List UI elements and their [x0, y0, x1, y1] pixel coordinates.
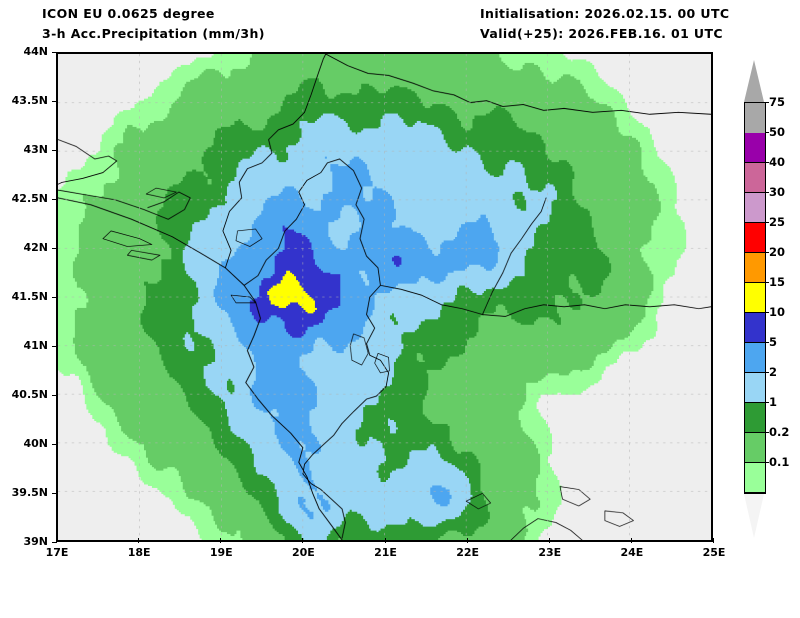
- colorbar-tick-mark: [765, 132, 769, 133]
- colorbar-tick-label: 10: [769, 305, 786, 319]
- x-axis-tick-label: 19E: [209, 546, 233, 559]
- y-axis-tick-label: 41N: [23, 339, 48, 352]
- x-axis-tick-mark: [466, 538, 468, 543]
- colorbar-tick-label: 40: [769, 155, 786, 169]
- map-plot-area: [56, 52, 713, 542]
- y-axis-tick-mark: [52, 248, 57, 249]
- y-axis-tick-mark: [52, 199, 57, 200]
- colorbar-tick-label: 2: [769, 365, 778, 379]
- x-axis-tick-label: 18E: [127, 546, 151, 559]
- colorbar-tick-label: 0.1: [769, 455, 790, 469]
- colorbar-segment: [745, 253, 765, 283]
- x-axis-tick-label: 23E: [538, 546, 562, 559]
- x-axis-tick-label: 21E: [374, 546, 397, 559]
- colorbar-segment: [745, 463, 765, 493]
- y-axis-tick-mark: [52, 346, 57, 347]
- y-axis-tick-mark: [52, 297, 57, 298]
- colorbar-segment: [745, 133, 765, 163]
- x-axis-tick-mark: [138, 538, 140, 543]
- x-axis-tick-mark: [630, 538, 632, 543]
- colorbar-tick-label: 20: [769, 245, 786, 259]
- colorbar-tick-mark: [765, 222, 769, 223]
- y-axis-tick-label: 39.5N: [11, 486, 48, 499]
- colorbar-body: [744, 102, 766, 494]
- initialisation-time: Initialisation: 2026.02.15. 00 UTC: [480, 6, 730, 21]
- colorbar-over-arrow: [744, 60, 764, 102]
- y-axis-tick-mark: [52, 542, 57, 543]
- colorbar-tick-label: 1: [769, 395, 778, 409]
- y-axis-tick-label: 43N: [23, 143, 48, 156]
- colorbar-tick-mark: [765, 462, 769, 463]
- colorbar-under-arrow: [744, 494, 764, 538]
- colorbar-segment: [745, 313, 765, 343]
- colorbar: 0.1 0.2 1 2 5 10 15 20 25 30 40 50 75: [736, 60, 798, 540]
- colorbar-tick-label: 50: [769, 125, 786, 139]
- colorbar-segment: [745, 163, 765, 193]
- x-axis-tick-mark: [302, 538, 304, 543]
- x-axis-tick-label: 22E: [456, 546, 480, 559]
- colorbar-tick-mark: [765, 432, 769, 433]
- y-axis-tick-label: 42.5N: [11, 192, 48, 205]
- y-axis-tick-mark: [52, 395, 57, 396]
- colorbar-tick-mark: [765, 252, 769, 253]
- colorbar-segment: [745, 283, 765, 313]
- colorbar-tick-mark: [765, 372, 769, 373]
- colorbar-tick-mark: [765, 282, 769, 283]
- colorbar-segment: [745, 103, 765, 133]
- y-axis-tick-label: 40N: [23, 437, 48, 450]
- colorbar-tick-mark: [765, 402, 769, 403]
- y-axis-tick-label: 44N: [23, 45, 48, 58]
- colorbar-segment: [745, 433, 765, 463]
- colorbar-tick-mark: [765, 312, 769, 313]
- valid-time: Valid(+25): 2026.FEB.16. 01 UTC: [480, 26, 723, 41]
- x-axis-tick-label: 17E: [45, 546, 69, 559]
- y-axis-tick-label: 42N: [23, 241, 48, 254]
- x-axis-tick-label: 24E: [620, 546, 644, 559]
- y-axis-tick-label: 43.5N: [11, 94, 48, 107]
- colorbar-segment: [745, 223, 765, 253]
- x-axis-tick-label: 20E: [291, 546, 315, 559]
- colorbar-tick-label: 30: [769, 185, 786, 199]
- colorbar-tick-label: 0.2: [769, 425, 790, 439]
- colorbar-segment: [745, 373, 765, 403]
- y-axis-tick-label: 39N: [23, 535, 48, 548]
- x-axis-tick-label: 25E: [702, 546, 726, 559]
- colorbar-segment: [745, 403, 765, 433]
- precipitation-field-canvas: [58, 54, 711, 540]
- y-axis-tick-mark: [52, 150, 57, 151]
- colorbar-tick-mark: [765, 342, 769, 343]
- y-axis-tick-label: 40.5N: [11, 388, 48, 401]
- colorbar-tick-label: 15: [769, 275, 786, 289]
- y-axis-tick-mark: [52, 444, 57, 445]
- colorbar-tick-mark: [765, 192, 769, 193]
- colorbar-tick-mark: [765, 102, 769, 103]
- field-title: 3-h Acc.Precipitation (mm/3h): [42, 26, 265, 41]
- colorbar-tick-label: 25: [769, 215, 786, 229]
- y-axis-tick-mark: [52, 101, 57, 102]
- colorbar-segment: [745, 343, 765, 373]
- colorbar-tick-label: 5: [769, 335, 778, 349]
- x-axis-tick-mark: [220, 538, 222, 543]
- x-axis-tick-mark: [713, 538, 714, 543]
- colorbar-tick-mark: [765, 162, 769, 163]
- y-axis-tick-mark: [52, 493, 57, 494]
- model-title: ICON EU 0.0625 degree: [42, 6, 215, 21]
- x-axis-tick-mark: [548, 538, 550, 543]
- x-axis-tick-mark: [384, 538, 386, 543]
- colorbar-segment: [745, 193, 765, 223]
- y-axis-tick-label: 41.5N: [11, 290, 48, 303]
- y-axis-tick-mark: [52, 52, 57, 53]
- colorbar-tick-label: 75: [769, 95, 786, 109]
- x-axis-tick-mark: [56, 538, 57, 543]
